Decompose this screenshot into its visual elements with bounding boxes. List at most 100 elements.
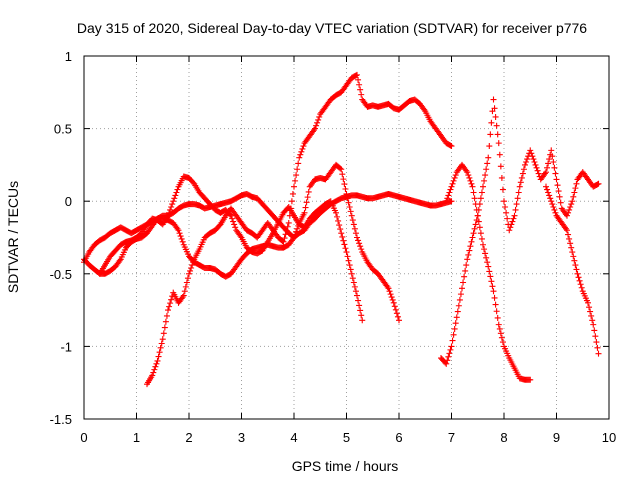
data-point bbox=[284, 223, 291, 230]
data-point bbox=[474, 212, 481, 219]
data-point bbox=[453, 314, 460, 321]
data-point bbox=[461, 273, 468, 280]
data-point bbox=[168, 204, 175, 211]
series-pass-2 bbox=[81, 161, 402, 324]
data-point bbox=[498, 334, 505, 341]
data-point bbox=[179, 238, 186, 245]
data-point bbox=[348, 212, 355, 219]
data-point bbox=[342, 186, 349, 193]
data-point bbox=[519, 170, 526, 177]
data-point bbox=[486, 268, 493, 275]
data-point bbox=[566, 206, 573, 213]
data-point bbox=[228, 212, 234, 219]
series-pass-6 bbox=[443, 161, 534, 383]
data-point bbox=[449, 337, 456, 344]
data-point bbox=[178, 235, 185, 242]
data-point bbox=[283, 227, 290, 234]
data-point bbox=[468, 180, 475, 187]
data-point bbox=[172, 192, 179, 199]
data-point bbox=[293, 228, 300, 235]
data-point bbox=[447, 186, 454, 193]
data-point bbox=[482, 172, 489, 179]
data-point bbox=[529, 153, 536, 160]
data-point bbox=[169, 201, 176, 208]
series-pass-7 bbox=[543, 183, 602, 357]
data-point bbox=[345, 257, 352, 264]
data-point bbox=[481, 246, 488, 253]
data-point bbox=[509, 218, 516, 225]
data-point bbox=[338, 166, 345, 173]
data-point bbox=[494, 314, 501, 321]
data-point bbox=[571, 257, 578, 264]
data-point bbox=[501, 198, 507, 205]
data-point bbox=[159, 336, 166, 343]
data-point bbox=[548, 147, 555, 154]
data-point bbox=[165, 212, 171, 219]
data-point bbox=[465, 172, 472, 179]
data-point bbox=[447, 142, 454, 149]
data-point bbox=[448, 143, 455, 150]
data-point bbox=[158, 340, 165, 347]
data-point bbox=[508, 221, 515, 228]
data-point bbox=[464, 256, 471, 263]
data-point bbox=[295, 160, 302, 167]
data-point bbox=[470, 189, 477, 196]
data-point bbox=[155, 353, 162, 360]
x-tick-label: 1 bbox=[133, 430, 140, 445]
data-point bbox=[480, 183, 486, 190]
data-point bbox=[565, 231, 572, 238]
data-point bbox=[552, 209, 559, 216]
data-point bbox=[355, 76, 362, 83]
data-point bbox=[391, 303, 398, 310]
y-tick-label: 1 bbox=[65, 49, 72, 64]
data-point bbox=[448, 183, 455, 190]
data-point bbox=[358, 91, 365, 98]
data-point bbox=[475, 218, 482, 225]
data-point bbox=[592, 333, 599, 340]
data-point bbox=[589, 317, 596, 324]
data-point bbox=[571, 189, 578, 196]
data-point bbox=[175, 227, 182, 234]
data-point bbox=[314, 119, 321, 126]
data-point bbox=[443, 198, 450, 205]
data-point bbox=[522, 161, 528, 168]
data-point bbox=[336, 222, 343, 229]
data-point bbox=[304, 194, 311, 201]
data-point bbox=[302, 204, 309, 211]
data-point bbox=[506, 227, 513, 234]
data-point bbox=[182, 283, 189, 290]
data-point bbox=[455, 302, 462, 309]
data-point bbox=[385, 285, 392, 292]
x-tick-label: 0 bbox=[80, 430, 87, 445]
data-point bbox=[292, 177, 299, 184]
data-point bbox=[285, 219, 292, 226]
data-point bbox=[564, 227, 570, 234]
data-point bbox=[446, 350, 453, 357]
data-point bbox=[568, 244, 575, 251]
data-point bbox=[463, 262, 470, 269]
data-point bbox=[518, 174, 525, 181]
y-tick-label: -1 bbox=[60, 339, 72, 354]
data-point bbox=[297, 151, 304, 158]
data-point bbox=[157, 344, 164, 351]
data-point bbox=[451, 174, 458, 181]
data-point bbox=[181, 288, 188, 295]
data-point bbox=[184, 275, 191, 282]
data-point bbox=[167, 300, 174, 307]
data-point bbox=[335, 217, 342, 224]
data-point bbox=[497, 163, 504, 170]
data-point bbox=[524, 156, 531, 163]
data-point bbox=[507, 224, 514, 231]
data-point bbox=[471, 225, 478, 232]
data-point bbox=[352, 230, 359, 237]
data-point bbox=[587, 308, 594, 315]
data-point bbox=[552, 170, 559, 177]
data-point bbox=[151, 366, 158, 373]
data-point bbox=[289, 190, 296, 197]
data-point bbox=[160, 330, 167, 337]
data-point bbox=[503, 209, 510, 216]
data-point bbox=[568, 201, 575, 208]
data-point bbox=[186, 270, 192, 277]
data-point bbox=[386, 288, 393, 295]
data-point bbox=[358, 312, 365, 319]
